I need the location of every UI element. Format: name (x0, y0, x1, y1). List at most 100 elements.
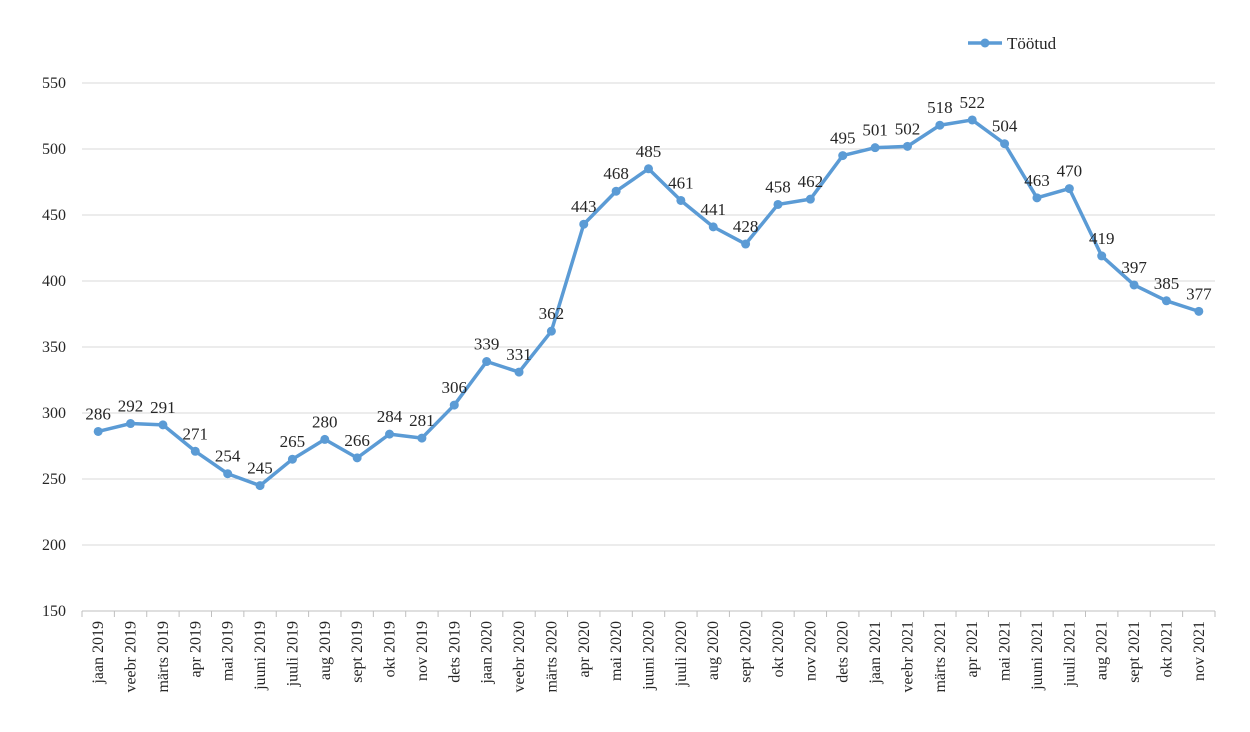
x-tick-label: juuli 2021 (1061, 621, 1078, 687)
data-label: 291 (150, 398, 176, 417)
data-label: 458 (765, 177, 791, 196)
data-point (514, 367, 524, 377)
data-point (352, 453, 362, 463)
x-tick-label: jaan 2019 (90, 621, 107, 685)
data-point (482, 357, 492, 367)
x-tick-label: dets 2020 (835, 621, 852, 683)
x-tick-label: juuli 2020 (673, 621, 690, 687)
y-tick-label: 500 (42, 141, 66, 158)
data-label: 280 (312, 412, 338, 431)
data-label: 284 (377, 407, 403, 426)
data-point (967, 115, 977, 125)
data-label: 443 (571, 197, 597, 216)
x-tick-label: jaan 2020 (479, 621, 496, 685)
data-label: 362 (539, 304, 565, 323)
data-point (1032, 193, 1042, 203)
x-tick-label: nov 2020 (802, 621, 819, 681)
data-point (190, 446, 200, 456)
data-point (805, 194, 815, 204)
x-tick-label: mai 2021 (997, 621, 1014, 681)
x-tick-label: aug 2020 (705, 621, 722, 680)
data-point (935, 120, 945, 130)
y-axis-ticks: 150 200 250 300 350 400 450 500 550 (42, 75, 66, 620)
data-label: 441 (700, 200, 726, 219)
data-label: 397 (1121, 258, 1147, 277)
x-tick-label: aug 2021 (1094, 621, 1111, 680)
legend-marker (980, 38, 990, 48)
y-tick-label: 350 (42, 339, 66, 356)
x-tick-label: märts 2021 (932, 621, 949, 693)
data-label: 468 (603, 164, 629, 183)
data-label: 518 (927, 98, 953, 117)
data-point (1194, 306, 1204, 316)
data-point (223, 469, 233, 479)
data-label: 377 (1186, 284, 1212, 303)
x-tick-label: apr 2020 (576, 621, 593, 677)
data-label: 254 (215, 447, 241, 466)
data-label: 462 (798, 172, 824, 191)
x-tick-label: märts 2020 (543, 621, 560, 693)
data-label: 419 (1089, 229, 1115, 248)
data-point (1161, 296, 1171, 306)
x-tick-label: okt 2021 (1158, 621, 1175, 677)
x-tick-label: veebr 2020 (511, 621, 528, 693)
data-label: 428 (733, 217, 759, 236)
x-tick-label: märts 2019 (155, 621, 172, 693)
legend-label: Töötud (1007, 34, 1057, 53)
data-point (320, 434, 330, 444)
y-tick-label: 250 (42, 471, 66, 488)
data-label: 292 (118, 397, 144, 416)
data-label: 339 (474, 335, 500, 354)
x-tick-label: aug 2019 (317, 621, 334, 680)
data-point (1129, 280, 1139, 290)
data-labels: 286 292 291 271 254 245 265 280 266 284 281 306 339 3… (85, 93, 1212, 478)
data-point (287, 454, 297, 464)
data-label: 522 (959, 93, 985, 112)
x-tick-label: veebr 2021 (899, 621, 916, 693)
data-point (611, 186, 621, 196)
x-tick-label: mai 2020 (608, 621, 625, 681)
data-point (579, 219, 589, 229)
data-label: 331 (506, 345, 532, 364)
data-label: 463 (1024, 171, 1050, 190)
data-point (449, 400, 459, 410)
series-toetud (93, 115, 1204, 491)
data-label: 265 (280, 432, 306, 451)
y-tick-label: 300 (42, 405, 66, 422)
x-tick-label: juuni 2019 (252, 621, 269, 691)
data-point (644, 164, 653, 174)
data-label: 271 (183, 424, 209, 443)
x-tick-label: dets 2019 (446, 621, 463, 683)
y-tick-label: 550 (42, 75, 66, 92)
data-label: 281 (409, 411, 435, 430)
data-point (902, 141, 912, 151)
data-point (126, 419, 136, 429)
x-axis-ticks: jaan 2019 veebr 2019 märts 2019 apr 2019 mai… (81, 611, 1216, 693)
data-label: 306 (442, 378, 468, 397)
data-label: 485 (636, 142, 662, 161)
x-tick-label: juuni 2021 (1029, 621, 1046, 691)
data-point (708, 222, 718, 232)
x-tick-label: okt 2019 (382, 621, 399, 677)
data-point (838, 151, 848, 161)
x-tick-label: sept 2020 (738, 621, 755, 683)
x-tick-label: nov 2021 (1191, 621, 1208, 681)
x-tick-label: mai 2019 (220, 621, 237, 681)
data-point (676, 195, 686, 205)
data-label: 385 (1154, 274, 1180, 293)
legend: Töötud (968, 34, 1057, 53)
data-label: 266 (344, 431, 370, 450)
data-label: 245 (247, 459, 273, 478)
x-tick-label: juuli 2019 (284, 621, 301, 687)
data-label: 286 (85, 404, 111, 423)
x-tick-label: okt 2020 (770, 621, 787, 677)
x-tick-label: juuni 2020 (641, 621, 658, 691)
data-point (870, 143, 880, 153)
x-tick-label: veebr 2019 (123, 621, 140, 693)
data-point (773, 199, 783, 209)
x-tick-label: apr 2019 (187, 621, 204, 677)
data-point (1000, 139, 1010, 149)
data-point (385, 429, 395, 439)
